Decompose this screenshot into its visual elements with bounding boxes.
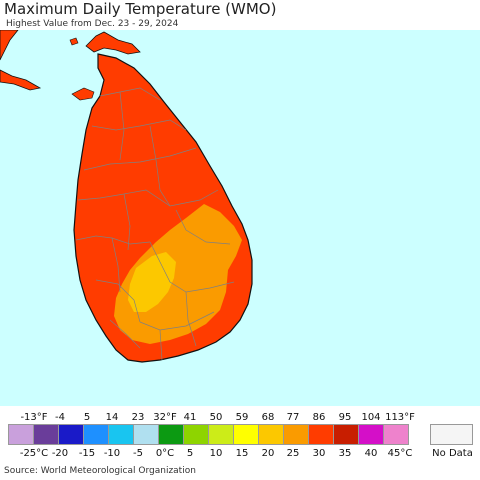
map-title: Maximum Daily Temperature (WMO) bbox=[4, 0, 277, 18]
c-tick: -5 bbox=[133, 448, 143, 459]
island-delft bbox=[69, 37, 79, 46]
f-tick: 104 bbox=[361, 412, 381, 423]
color-swatch bbox=[158, 424, 184, 445]
f-tick: 5 bbox=[83, 412, 91, 423]
f-tick: 68 bbox=[261, 412, 275, 423]
c-tick: 35 bbox=[338, 448, 352, 459]
source-credit: Source: World Meteorological Organizatio… bbox=[4, 466, 196, 476]
c-tick: 40 bbox=[364, 448, 378, 459]
island-mannar bbox=[71, 87, 95, 101]
district-boundaries bbox=[75, 87, 235, 361]
f-tick: 14 bbox=[105, 412, 119, 423]
color-swatch bbox=[308, 424, 334, 445]
f-tick: 23 bbox=[131, 412, 145, 423]
f-tick: 113°F bbox=[385, 412, 415, 423]
color-swatch bbox=[383, 424, 409, 445]
color-swatch bbox=[33, 424, 59, 445]
f-tick: 50 bbox=[209, 412, 223, 423]
india-landmass bbox=[0, 30, 42, 91]
color-swatch bbox=[183, 424, 209, 445]
c-tick: -20 bbox=[51, 448, 69, 459]
color-swatch bbox=[283, 424, 309, 445]
f-tick: 32°F bbox=[153, 412, 177, 423]
color-swatch bbox=[358, 424, 384, 445]
color-swatch bbox=[83, 424, 109, 445]
color-scale bbox=[8, 424, 409, 445]
color-swatch bbox=[8, 424, 34, 445]
f-tick: 86 bbox=[312, 412, 326, 423]
color-swatch bbox=[208, 424, 234, 445]
no-data-swatch bbox=[430, 424, 473, 445]
color-swatch bbox=[133, 424, 159, 445]
c-tick: 5 bbox=[186, 448, 194, 459]
f-tick: -4 bbox=[55, 412, 65, 423]
color-swatch bbox=[333, 424, 359, 445]
c-tick: -15 bbox=[78, 448, 96, 459]
color-swatch bbox=[258, 424, 284, 445]
temperature-legend: -13°F -4 5 14 23 32°F 41 50 59 68 77 86 … bbox=[0, 406, 480, 464]
color-swatch bbox=[233, 424, 259, 445]
color-swatch bbox=[108, 424, 134, 445]
c-tick: 15 bbox=[235, 448, 249, 459]
c-tick: 45°C bbox=[387, 448, 413, 459]
color-swatch bbox=[58, 424, 84, 445]
sri-lanka-map-svg bbox=[0, 30, 253, 363]
temperature-map bbox=[0, 30, 480, 406]
f-tick: 95 bbox=[338, 412, 352, 423]
c-tick: 20 bbox=[261, 448, 275, 459]
c-tick: 25 bbox=[286, 448, 300, 459]
map-subtitle: Highest Value from Dec. 23 - 29, 2024 bbox=[6, 19, 179, 29]
c-tick: -10 bbox=[103, 448, 121, 459]
f-tick: 59 bbox=[235, 412, 249, 423]
c-tick: 10 bbox=[209, 448, 223, 459]
temp-zone-25c bbox=[128, 252, 176, 312]
c-tick: 0°C bbox=[155, 448, 175, 459]
c-tick: -25°C bbox=[19, 448, 49, 459]
celsius-ticks: -25°C -20 -15 -10 -5 0°C 5 10 15 20 25 3… bbox=[0, 448, 480, 460]
f-tick: -13°F bbox=[20, 412, 48, 423]
fahrenheit-ticks: -13°F -4 5 14 23 32°F 41 50 59 68 77 86 … bbox=[0, 412, 480, 424]
c-tick: 30 bbox=[312, 448, 326, 459]
no-data-label: No Data bbox=[432, 448, 473, 459]
jaffna-peninsula bbox=[85, 31, 141, 55]
f-tick: 41 bbox=[183, 412, 197, 423]
f-tick: 77 bbox=[286, 412, 300, 423]
